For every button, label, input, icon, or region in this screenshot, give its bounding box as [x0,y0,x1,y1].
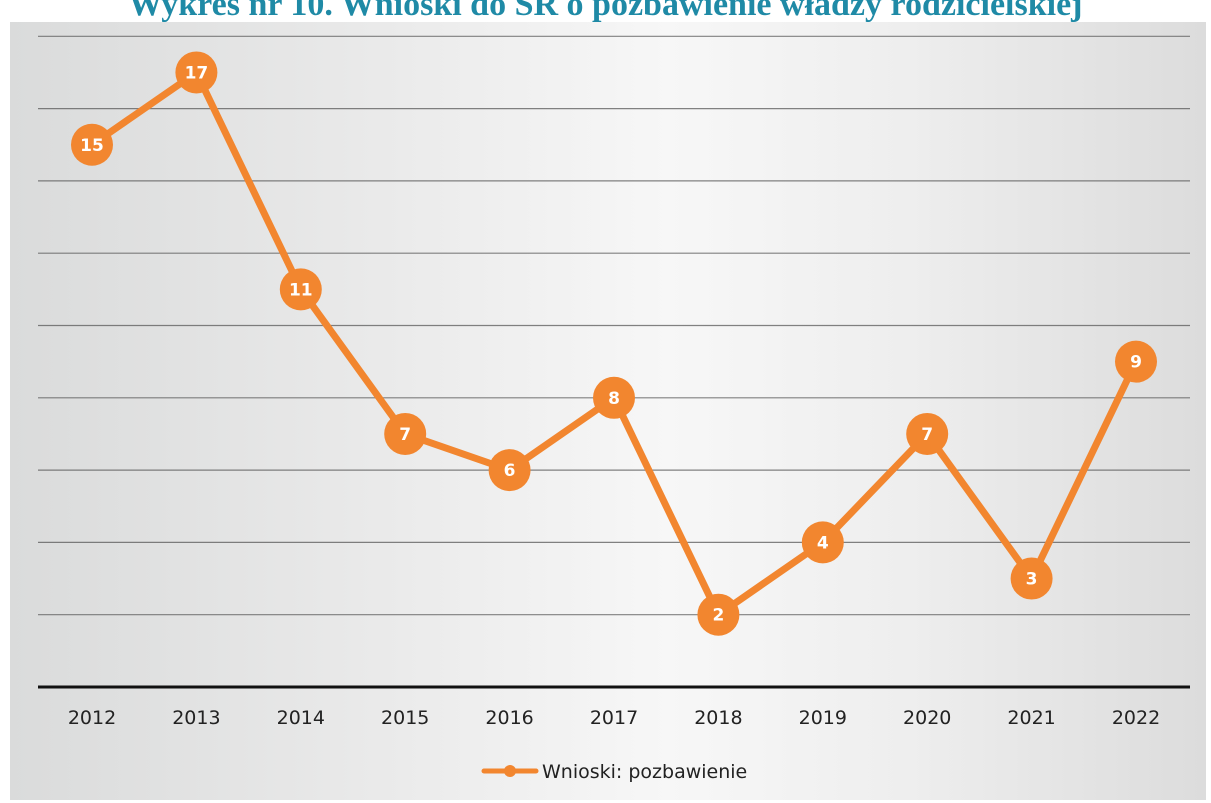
data-point [1010,557,1053,600]
x-tick-label: 2013 [172,707,220,729]
data-label: 17 [185,63,209,83]
legend-label: Wnioski: pozbawienie [542,761,747,783]
x-tick-label: 2012 [68,707,116,729]
data-label: 7 [921,425,933,445]
data-label: 15 [80,136,104,156]
chart-title: Wykres nr 10. Wnioski do SR o pozbawieni… [128,0,1083,23]
x-tick-label: 2017 [590,707,638,729]
data-label: 4 [817,533,829,553]
data-point [488,449,531,492]
legend-marker [504,765,516,777]
data-point [384,412,427,455]
x-tick-label: 2016 [485,707,533,729]
x-tick-label: 2020 [903,707,951,729]
data-label: 6 [504,461,516,481]
data-point [71,123,113,166]
data-label: 2 [712,606,724,626]
x-tick-label: 2022 [1112,707,1160,729]
data-point [175,51,218,94]
data-label: 11 [289,280,313,300]
series-line [88,68,1140,619]
x-tick-label: 2021 [1007,707,1055,729]
data-point [279,268,322,311]
x-tick-label: 2015 [381,707,429,729]
x-tick-label: 2018 [694,707,742,729]
data-label: 9 [1130,353,1142,373]
data-label: 8 [608,389,620,409]
data-point [906,412,949,455]
data-point [1115,340,1157,383]
data-point [593,376,635,419]
data-point [801,521,844,564]
data-label: 7 [399,425,411,445]
data-label: 3 [1026,570,1038,590]
x-tick-label: 2019 [799,707,847,729]
data-point [697,593,740,636]
x-tick-label: 2014 [277,707,325,729]
